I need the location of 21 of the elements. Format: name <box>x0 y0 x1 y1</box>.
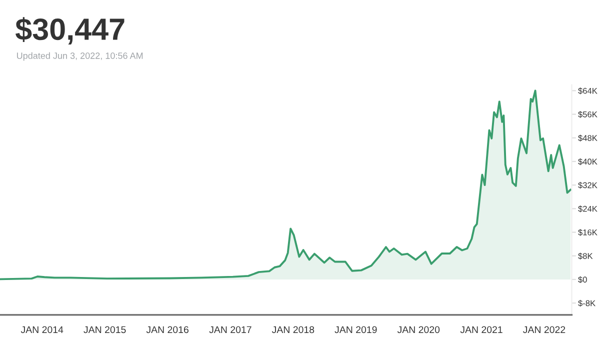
x-tick-label: JAN 2018 <box>272 326 314 334</box>
y-tick-label: $32K <box>578 182 598 189</box>
y-tick-label: $16K <box>578 229 598 236</box>
x-tick-label: JAN 2017 <box>209 326 252 334</box>
y-tick-label: $64K <box>578 88 598 94</box>
x-tick-label: JAN 2016 <box>146 326 188 334</box>
y-tick-label: $0 <box>578 276 587 284</box>
x-tick-label: JAN 2015 <box>84 326 126 334</box>
x-tick-label: JAN 2020 <box>397 326 440 334</box>
x-tick-label: JAN 2019 <box>334 326 377 334</box>
y-tick-label: $8K <box>578 252 593 260</box>
x-tick-label: JAN 2021 <box>460 326 502 334</box>
y-tick-label: $40K <box>578 158 598 166</box>
y-tick-label: $48K <box>578 134 598 142</box>
chart-title: $30,447 <box>16 17 124 45</box>
y-tick-label: $56K <box>578 111 598 118</box>
x-tick-label: JAN 2014 <box>20 326 64 334</box>
chart-subtitle: Updated Jun 3, 2022, 10:56 AM <box>17 52 143 61</box>
y-tick-label: $-8K <box>578 300 596 307</box>
y-tick-label: $24K <box>578 206 598 212</box>
x-tick-label: JAN 2022 <box>523 326 566 334</box>
